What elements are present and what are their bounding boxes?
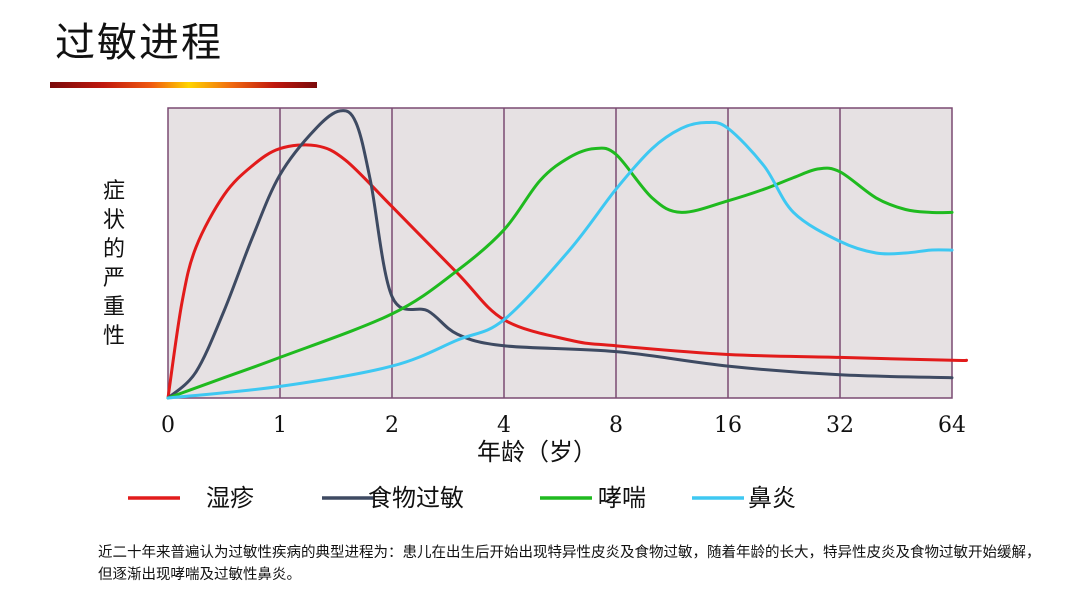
series-line-2 [166,146,954,400]
x-tick-label: 0 [161,413,175,438]
grid-lines [279,108,841,398]
y-axis-title-char: 症 [103,179,125,204]
legend: 湿疹 食物过敏 哮喘 鼻炎 [128,484,796,512]
x-axis-title: 年龄（岁） [477,438,597,466]
x-tick-label: 2 [385,413,399,438]
x-tick-label: 16 [714,413,742,438]
x-tick-label: 8 [609,413,623,438]
page-title: 过敏进程 [55,20,223,66]
y-axis-title-char: 重 [103,295,125,320]
x-tick-labels: 0 1 2 4 8 16 32 64 [161,413,966,438]
x-tick-label: 4 [497,413,511,438]
x-axis-label: 年龄（岁） [477,438,597,466]
series-lines [166,109,968,400]
title-underline-bar [50,82,317,88]
x-tick-label: 64 [938,413,966,438]
series-line-3 [166,120,954,400]
legend-label-0: 湿疹 [206,484,254,512]
series-line-0 [166,143,968,400]
series-line-1 [166,109,954,400]
y-axis-title-char: 严 [103,266,125,291]
y-axis-title-char: 状 [103,208,125,233]
legend-label-1: 食物过敏 [368,484,464,512]
footnote-text: 近二十年来普遍认为过敏性疾病的典型进程为：患儿在出生后开始出现特异性皮炎及食物过… [98,545,1041,583]
legend-label-2: 哮喘 [598,484,646,512]
x-tick-label: 1 [273,413,287,438]
y-axis-title-char: 性 [103,324,125,349]
y-axis-title-char: 的 [103,237,125,262]
x-tick-label: 32 [826,413,854,438]
legend-label-3: 鼻炎 [748,484,796,512]
